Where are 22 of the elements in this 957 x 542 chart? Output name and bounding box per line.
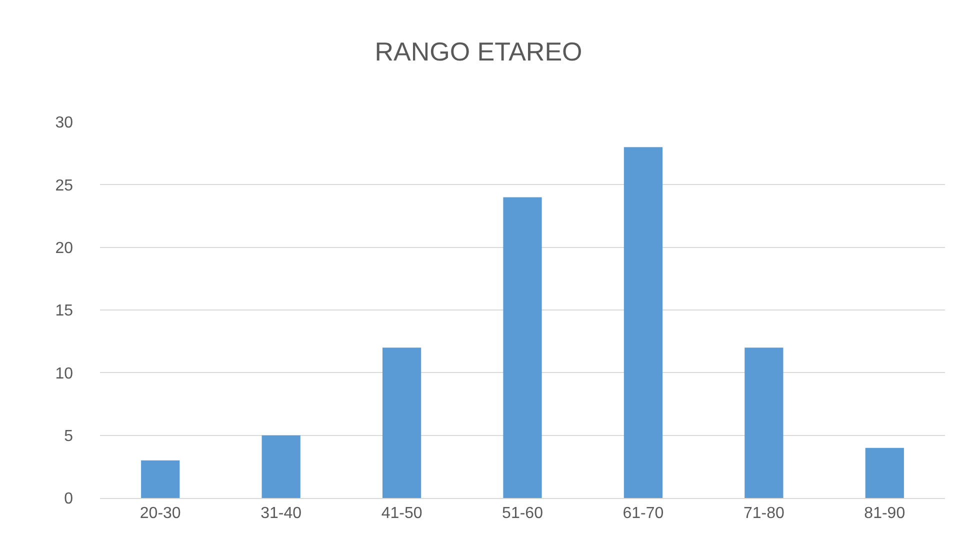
x-tick-label: 51-60 xyxy=(502,505,544,522)
bar xyxy=(865,448,904,498)
y-tick-label: 15 xyxy=(55,302,74,320)
bar xyxy=(744,348,784,498)
bar xyxy=(382,348,422,498)
y-tick-label: 10 xyxy=(55,365,74,382)
x-tick-label: 31-40 xyxy=(260,505,302,522)
x-tick-label: 81-90 xyxy=(864,505,906,522)
chart-title: RANGO ETAREO xyxy=(374,36,582,67)
bar xyxy=(624,147,663,498)
bar xyxy=(262,435,300,498)
y-tick-label: 20 xyxy=(55,240,74,257)
bar xyxy=(141,460,180,498)
y-tick-label: 5 xyxy=(64,428,74,445)
y-tick-label: 0 xyxy=(64,490,74,508)
x-tick-label: 20-30 xyxy=(140,505,181,522)
bar xyxy=(503,197,542,498)
x-tick-label: 41-50 xyxy=(381,505,422,522)
x-tick-label: 71-80 xyxy=(743,505,784,522)
y-tick-label: 30 xyxy=(55,114,74,132)
x-tick-label: 61-70 xyxy=(622,505,664,522)
y-tick-label: 25 xyxy=(55,177,74,194)
